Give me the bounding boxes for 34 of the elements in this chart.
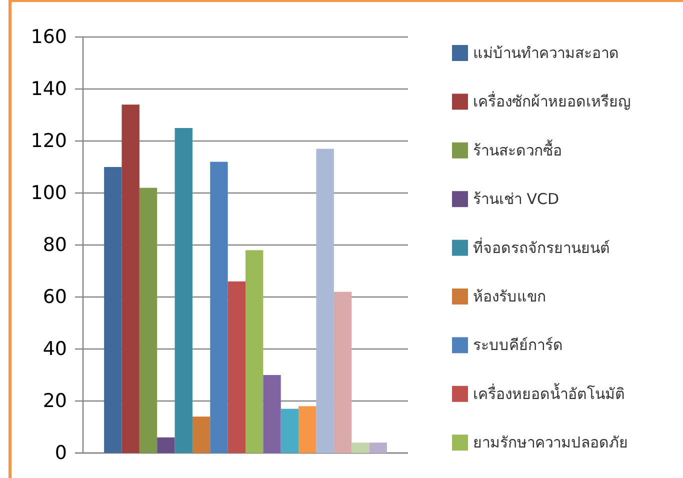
bar [210,162,228,453]
bar [139,188,158,453]
bar [104,167,122,453]
y-tick-label: 80 [42,234,67,256]
y-tick-label: 20 [42,390,67,412]
legend-label: ที่จอดรถจักรยานยนต์ [473,236,610,257]
y-tick-label: 140 [30,78,67,100]
bar [298,406,316,453]
legend-label: ห้องรับแขก [473,288,546,306]
legend-label: เครื่องหยอดน้ำอัตโนมัติ [473,382,625,403]
y-tick-label: 40 [42,338,67,360]
bar [246,250,264,453]
bar [280,408,299,453]
legend-label: เครื่องซักผ้าหยอดเหรียญ [473,90,631,111]
bar [174,128,192,453]
bar [334,292,352,453]
legend-label: ร้านเช่า VCD [473,190,560,208]
y-tick-label: 0 [54,442,67,464]
bar [352,442,370,453]
bar [122,104,140,453]
bar [369,442,387,453]
y-tick-label: 100 [30,182,67,204]
bar [157,437,175,453]
bar [228,281,246,453]
y-tick-label: 160 [30,26,67,48]
legend-label: แม่บ้านทำความสะอาด [473,44,619,62]
bar [263,375,281,453]
y-tick-label: 60 [42,286,67,308]
bar [316,148,334,453]
y-tick-label: 120 [30,130,67,152]
legend-label: ร้านสะดวกซื้อ [473,139,562,160]
bar [192,416,210,453]
legend-label: ยามรักษาความปลอดภัย [473,434,628,452]
legend-label: ระบบคีย์การ์ด [473,336,563,354]
